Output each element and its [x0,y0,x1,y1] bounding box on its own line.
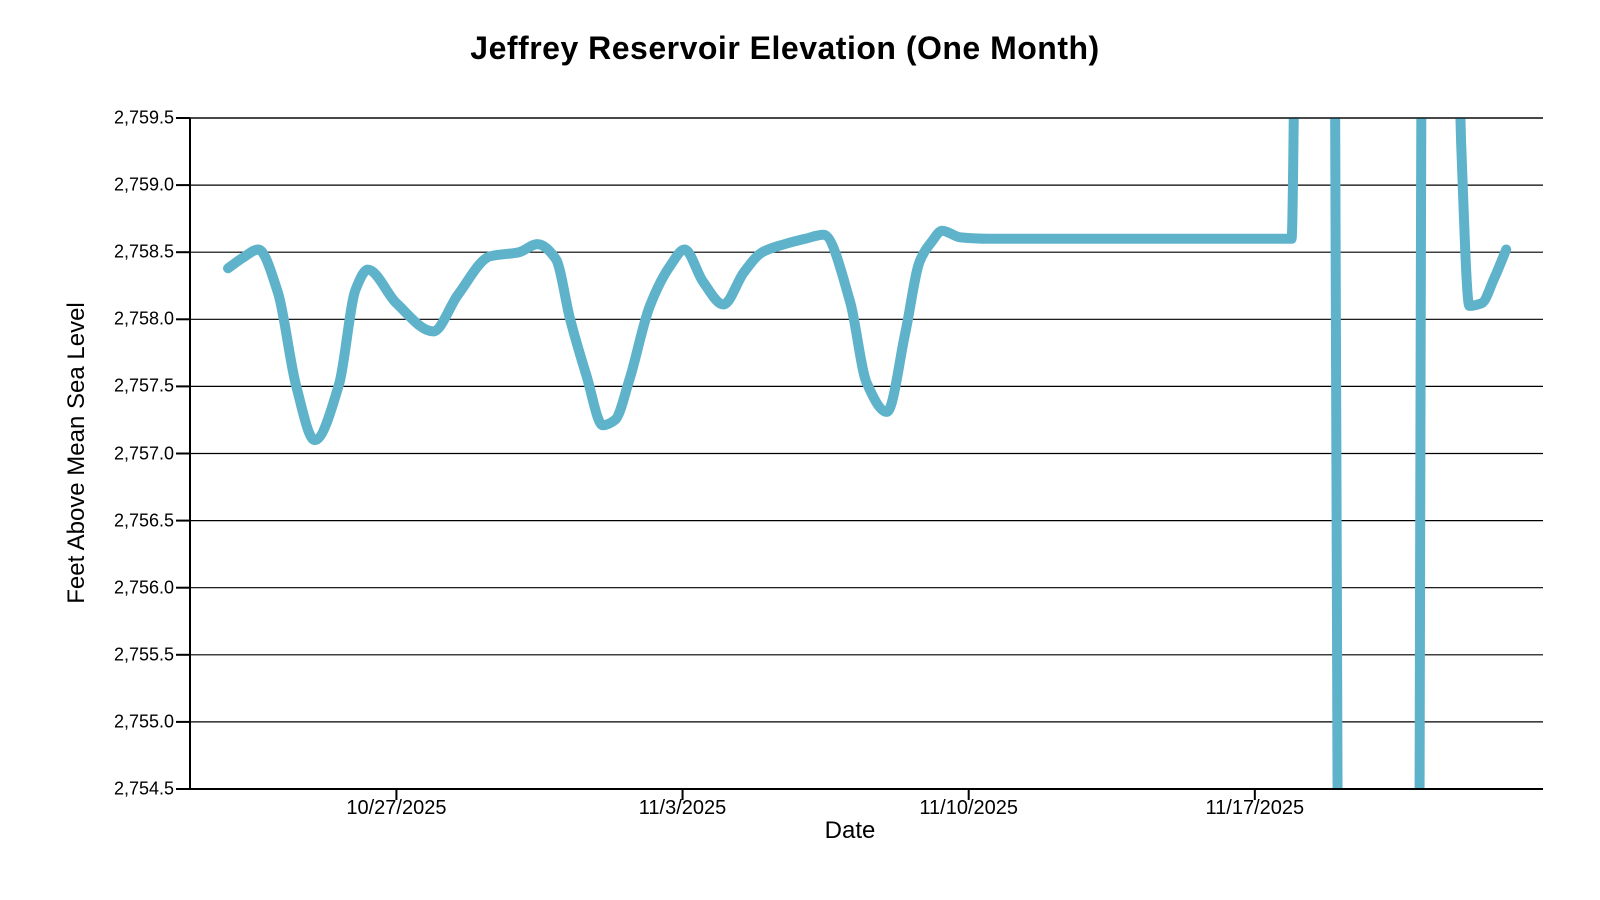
y-tick-label: 2,756.5 [113,510,174,531]
y-tick-label: 2,756.0 [113,577,174,598]
x-tick-label: 11/10/2025 [919,797,1018,819]
x-tick-label: 11/3/2025 [638,797,727,819]
x-tick-label: 10/27/2025 [346,797,447,819]
y-tick-label: 2,759.0 [113,174,174,195]
y-tick-label: 2,758.5 [113,241,174,262]
y-tick-label: 2,754.5 [113,778,174,799]
y-tick-label: 2,757.5 [113,375,174,396]
chart-title: Jeffrey Reservoir Elevation (One Month) [470,30,1100,66]
x-tick-label: 11/17/2025 [1205,797,1305,819]
y-tick-label: 2,758.0 [113,308,174,329]
y-tick-label: 2,755.5 [113,644,174,665]
y-tick-label: 2,759.5 [113,107,174,128]
x-axis-title: Date [824,817,876,844]
elevation-line [223,118,1512,789]
y-tick-label: 2,757.0 [113,443,174,463]
y-tick-label: 2,755.0 [113,711,174,732]
